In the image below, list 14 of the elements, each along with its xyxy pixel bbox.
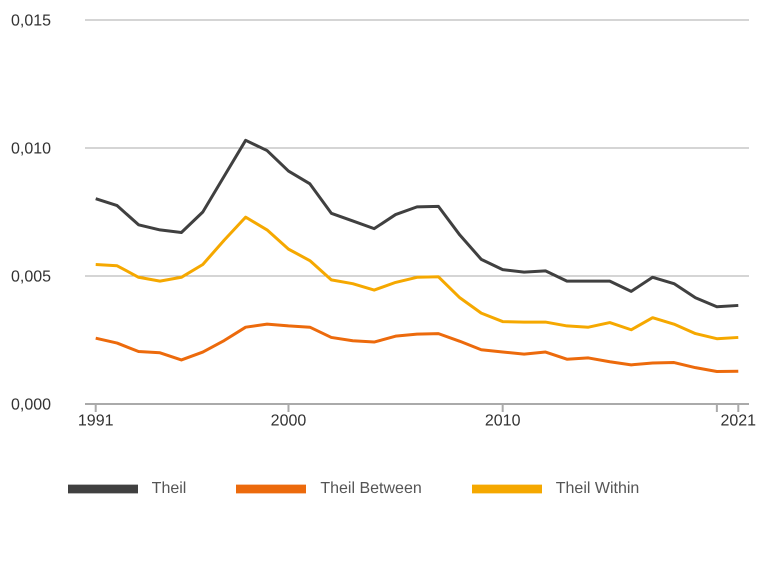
legend-label: Theil Within [556,480,640,498]
line-series [94,322,740,373]
line-series [94,216,740,340]
y-tick-label: 0,000 [11,396,52,414]
y-tick-label: 0,015 [11,12,52,30]
x-tick-label: 2021 [720,412,756,430]
x-tick-label: 2010 [484,412,521,430]
y-tick-label: 0,005 [11,268,52,286]
x-tick-label: 1991 [78,412,114,430]
line-series [94,138,740,308]
y-tick-label: 0,010 [11,140,52,158]
legend-label: Theil Between [320,480,422,498]
x-tick-label: 2000 [270,412,306,430]
legend-label: Theil [152,480,186,498]
